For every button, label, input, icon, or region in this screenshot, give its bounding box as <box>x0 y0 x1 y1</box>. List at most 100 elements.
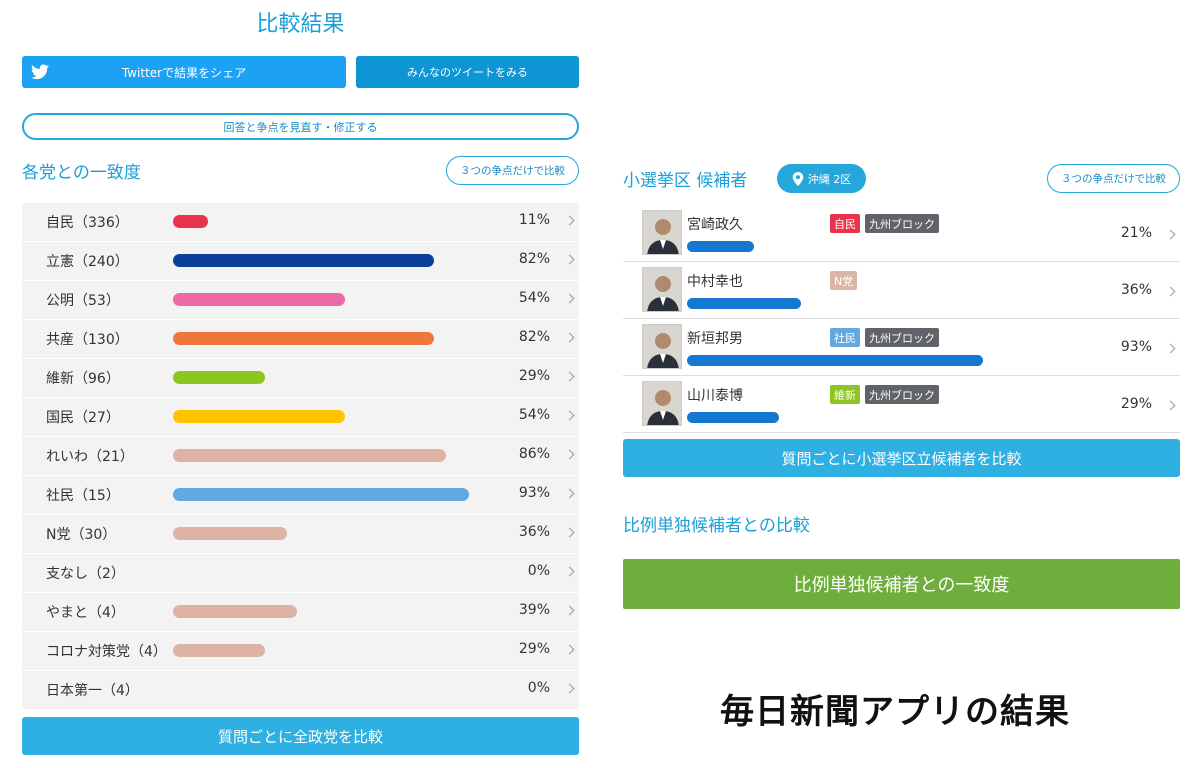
party-name: N党（30） <box>46 527 117 543</box>
review-answers-button[interactable]: 回答と争点を見直す・修正する <box>22 113 579 140</box>
party-row[interactable]: 共産（130） 82% <box>22 320 579 359</box>
candidate-match-bar <box>687 412 779 423</box>
party-list: 自民（336） 11% 立憲（240） 82% 公明（53） 54% 共産（130） 82% 維… <box>22 203 579 710</box>
party-match-percent: 29% <box>518 368 550 384</box>
party-name: 自民（336） <box>46 215 129 231</box>
candidate-row[interactable]: 宮崎政久 自民 九州ブロック 21% <box>623 205 1180 262</box>
party-row[interactable]: 維新（96） 29% <box>22 359 579 398</box>
party-match-percent: 54% <box>518 407 550 423</box>
party-name: やまと（4） <box>46 605 125 621</box>
compare-all-parties-button[interactable]: 質問ごとに全政党を比較 <box>22 717 579 755</box>
party-row[interactable]: やまと（4） 39% <box>22 593 579 632</box>
chevron-right-icon <box>564 332 575 343</box>
district-filter-button[interactable]: ３つの争点だけで比較 <box>1047 164 1180 193</box>
candidate-match-bar <box>687 241 754 252</box>
review-answers-label: 回答と争点を見直す・修正する <box>223 120 378 134</box>
chevron-right-icon <box>564 371 575 382</box>
twitter-share-label: Twitterで結果をシェア <box>121 65 247 80</box>
party-row[interactable]: 公明（53） 54% <box>22 281 579 320</box>
party-row[interactable]: 社民（15） 93% <box>22 476 579 515</box>
chevron-right-icon <box>1165 286 1176 297</box>
party-row[interactable]: 国民（27） 54% <box>22 398 579 437</box>
candidate-name: 新垣邦男 <box>687 331 743 347</box>
chevron-right-icon <box>564 605 575 616</box>
chevron-right-icon <box>1165 229 1176 240</box>
view-tweets-button[interactable]: みんなのツイートをみる <box>356 56 579 88</box>
map-pin-icon <box>792 171 803 186</box>
party-match-percent: 82% <box>518 251 550 267</box>
candidate-match-percent: 93% <box>1120 339 1152 355</box>
parties-filter-label: ３つの争点だけで比較 <box>460 165 565 177</box>
candidate-row[interactable]: 山川泰博 維新 九州ブロック 29% <box>623 376 1180 433</box>
party-match-bar <box>173 254 434 267</box>
party-match-bar <box>173 605 297 618</box>
chevron-right-icon <box>564 254 575 265</box>
compare-all-parties-label: 質問ごとに全政党を比較 <box>217 727 383 746</box>
party-row[interactable]: 支なし（2） 0% <box>22 554 579 593</box>
chevron-right-icon <box>564 488 575 499</box>
party-match-bar <box>173 449 446 462</box>
parties-filter-button[interactable]: ３つの争点だけで比較 <box>446 156 579 185</box>
proportional-match-button[interactable]: 比例単独候補者との一致度 <box>623 559 1180 609</box>
candidate-match-percent: 29% <box>1120 396 1152 412</box>
party-match-bar <box>173 332 434 345</box>
party-row[interactable]: 立憲（240） 82% <box>22 242 579 281</box>
party-match-percent: 0% <box>527 563 550 579</box>
party-row[interactable]: れいわ（21） 86% <box>22 437 579 476</box>
candidate-list: 宮崎政久 自民 九州ブロック 21% 中村幸也 N党 36% 新垣邦男 社民 九州ブロック 93% 山… <box>623 205 1180 433</box>
party-row[interactable]: 自民（336） 11% <box>22 203 579 242</box>
proportional-match-label: 比例単独候補者との一致度 <box>793 575 1010 596</box>
party-match-percent: 54% <box>518 290 550 306</box>
candidate-row[interactable]: 新垣邦男 社民 九州ブロック 93% <box>623 319 1180 376</box>
candidate-party-tag: 維新 <box>830 385 860 404</box>
party-name: コロナ対策党（4） <box>46 644 167 660</box>
party-match-bar <box>173 410 345 423</box>
chevron-right-icon <box>564 683 575 694</box>
party-match-percent: 29% <box>518 641 550 657</box>
party-name: 国民（27） <box>46 410 120 426</box>
district-label: 沖縄 2区 <box>807 172 852 186</box>
compare-candidates-label: 質問ごとに小選挙区立候補者を比較 <box>781 449 1022 468</box>
party-match-bar <box>173 215 208 228</box>
party-row[interactable]: N党（30） 36% <box>22 515 579 554</box>
proportional-section-title: 比例単独候補者との比較 <box>623 516 810 536</box>
party-match-percent: 93% <box>518 485 550 501</box>
party-match-percent: 36% <box>518 524 550 540</box>
candidate-photo <box>642 324 682 369</box>
candidate-block-tag: 九州ブロック <box>865 385 939 404</box>
candidate-party-tag: N党 <box>830 271 858 290</box>
candidate-name: 山川泰博 <box>687 388 743 404</box>
party-match-percent: 82% <box>518 329 550 345</box>
twitter-share-button[interactable]: Twitterで結果をシェア <box>22 56 346 88</box>
party-name: 共産（130） <box>46 332 129 348</box>
candidate-block-tag: 九州ブロック <box>865 214 939 233</box>
chevron-right-icon <box>564 293 575 304</box>
party-match-bar <box>173 644 265 657</box>
chevron-right-icon <box>564 644 575 655</box>
party-match-bar <box>173 488 469 501</box>
party-row[interactable]: コロナ対策党（4） 29% <box>22 632 579 671</box>
party-row[interactable]: 日本第一（4） 0% <box>22 671 579 710</box>
chevron-right-icon <box>564 410 575 421</box>
party-name: れいわ（21） <box>46 449 134 465</box>
candidate-row[interactable]: 中村幸也 N党 36% <box>623 262 1180 319</box>
caption-text: 毎日新聞アプリの結果 <box>720 692 1070 732</box>
party-match-percent: 39% <box>518 602 550 618</box>
candidate-match-bar <box>687 298 801 309</box>
party-match-percent: 86% <box>518 446 550 462</box>
view-tweets-label: みんなのツイートをみる <box>407 66 528 79</box>
district-badge[interactable]: 沖縄 2区 <box>777 164 866 193</box>
candidate-name: 宮崎政久 <box>687 217 743 233</box>
party-name: 立憲（240） <box>46 254 129 270</box>
party-name: 維新（96） <box>46 371 120 387</box>
candidate-photo <box>642 267 682 312</box>
chevron-right-icon <box>564 215 575 226</box>
party-name: 公明（53） <box>46 293 120 309</box>
candidate-block-tag: 九州ブロック <box>865 328 939 347</box>
compare-candidates-button[interactable]: 質問ごとに小選挙区立候補者を比較 <box>623 439 1180 477</box>
party-match-bar <box>173 293 345 306</box>
twitter-bird-icon <box>31 64 49 80</box>
party-match-percent: 0% <box>527 680 550 696</box>
candidate-party-tag: 社民 <box>830 328 860 347</box>
district-filter-label: ３つの争点だけで比較 <box>1061 173 1166 185</box>
